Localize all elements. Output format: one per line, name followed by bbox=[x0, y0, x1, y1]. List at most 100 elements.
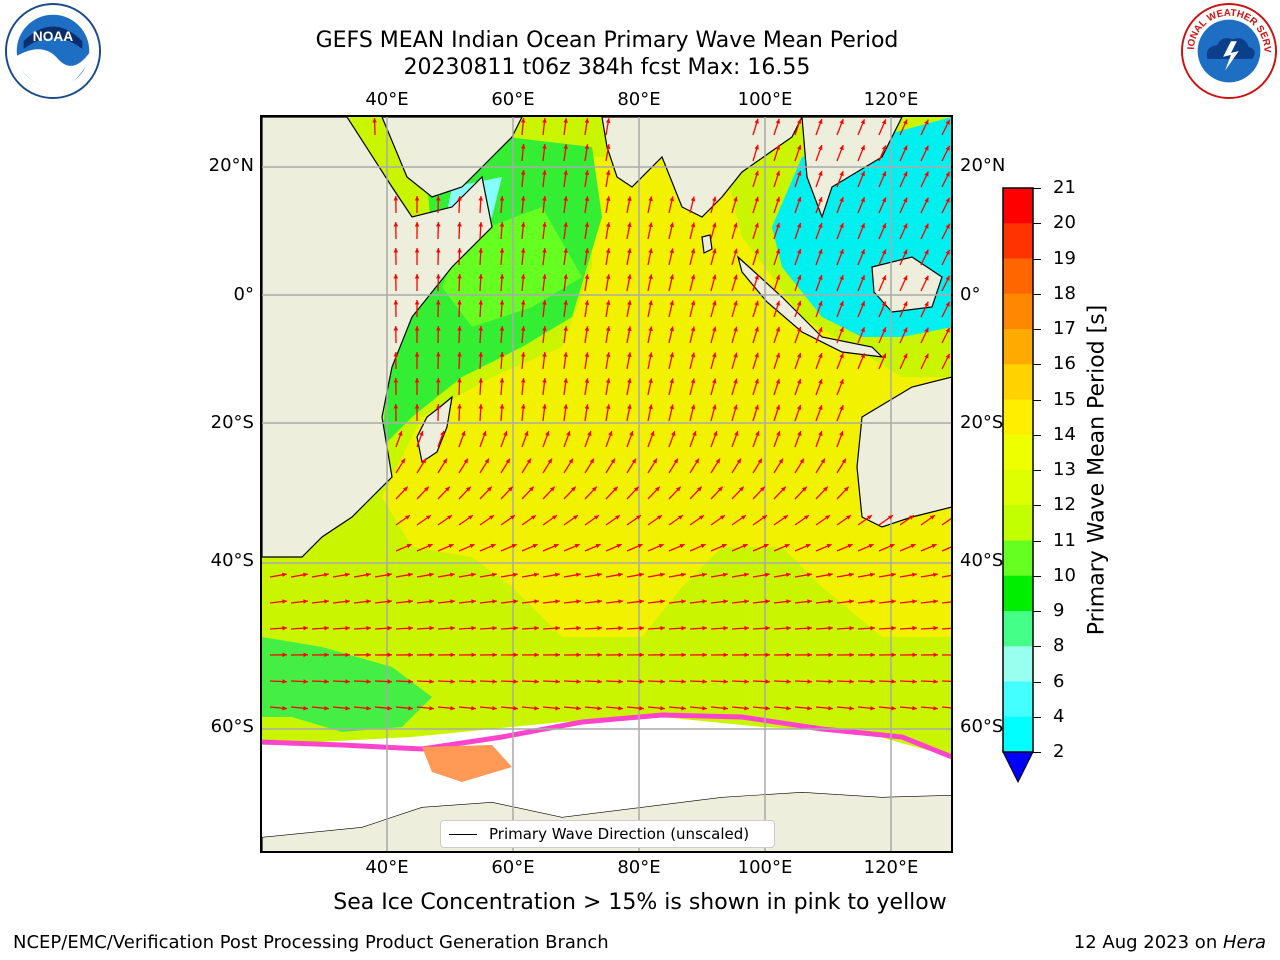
wave-arrow-head bbox=[542, 144, 547, 149]
wave-arrow-head bbox=[555, 599, 560, 604]
sea-ice-note: Sea Ice Concentration > 15% is shown in … bbox=[333, 890, 947, 915]
wave-arrow-head bbox=[436, 300, 441, 305]
right-ytick-label: 40°S bbox=[960, 550, 1004, 571]
wave-arrow-head bbox=[671, 431, 676, 436]
left-ytick-label: 40°S bbox=[210, 550, 254, 571]
wave-arrow-head bbox=[796, 274, 802, 280]
wave-arrow-head bbox=[627, 352, 632, 358]
bottom-xtick-label: 100°E bbox=[737, 857, 793, 878]
wave-arrow-head bbox=[617, 572, 623, 578]
wave-arrow-head bbox=[796, 196, 802, 202]
wave-arrow-head bbox=[652, 458, 657, 464]
wave-arrow-head bbox=[656, 515, 662, 520]
colorbar-tick-label: 13 bbox=[1053, 459, 1076, 480]
wave-arrow-head bbox=[605, 404, 611, 410]
bottom-xtick-label: 80°E bbox=[617, 857, 661, 878]
wave-arrow-head bbox=[303, 652, 308, 658]
wave-arrow-head bbox=[393, 352, 399, 357]
wave-arrow-head bbox=[478, 378, 484, 383]
wave-arrow-head bbox=[627, 404, 632, 410]
wave-arrow-head bbox=[869, 572, 875, 578]
wave-arrow-head bbox=[860, 249, 865, 255]
wave-arrow-head bbox=[393, 326, 399, 331]
wave-arrow-head bbox=[584, 118, 590, 123]
wave-arrow-head bbox=[932, 572, 938, 578]
wave-arrow-head bbox=[554, 572, 560, 578]
wave-arrow-head bbox=[754, 378, 759, 384]
wave-arrow-head bbox=[696, 486, 702, 492]
right-ytick-label: 60°S bbox=[960, 716, 1004, 737]
colorbar-tick-mark bbox=[1033, 223, 1041, 225]
wave-arrow-head bbox=[754, 144, 759, 150]
colorbar-tick-mark bbox=[1033, 540, 1041, 542]
wave-arrow-head bbox=[818, 119, 823, 125]
wave-arrow-head bbox=[584, 326, 590, 331]
wave-arrow-head bbox=[344, 572, 350, 578]
wave-arrow-head bbox=[786, 625, 791, 631]
wave-arrow-head bbox=[631, 458, 636, 464]
wave-arrow-head bbox=[933, 679, 938, 684]
wave-arrow-head bbox=[499, 300, 505, 305]
wave-arrow-head bbox=[839, 171, 844, 177]
map-canvas bbox=[262, 117, 951, 851]
wave-arrow-head bbox=[345, 652, 350, 658]
wave-arrow-head bbox=[818, 405, 823, 411]
wave-arrow-head bbox=[775, 144, 781, 150]
wave-arrow-head bbox=[482, 431, 487, 436]
wave-arrow-head bbox=[807, 679, 812, 684]
colorbar-tick-label: 10 bbox=[1053, 564, 1076, 586]
wave-arrow-head bbox=[765, 599, 770, 604]
wave-arrow-head bbox=[584, 248, 590, 253]
wave-arrow-head bbox=[528, 486, 534, 492]
wave-arrow-head bbox=[542, 222, 547, 227]
wave-arrow-head bbox=[775, 378, 781, 384]
colorbar-bin bbox=[1003, 681, 1033, 718]
wave-arrow-head bbox=[436, 326, 441, 331]
wave-arrow-head bbox=[912, 705, 917, 711]
wave-arrow-head bbox=[945, 171, 950, 177]
wave-arrow-head bbox=[324, 625, 329, 631]
wave-arrow-head bbox=[584, 170, 590, 175]
wave-arrow-head bbox=[839, 197, 844, 203]
wave-arrow-head bbox=[488, 515, 494, 520]
wave-arrow-head bbox=[555, 652, 560, 658]
wave-arrow-head bbox=[924, 119, 929, 125]
wave-arrow-head bbox=[457, 248, 462, 253]
wave-arrow-head bbox=[627, 196, 632, 202]
wave-arrow-head bbox=[393, 378, 399, 383]
wave-arrow-head bbox=[744, 625, 749, 631]
wave-arrow-head bbox=[807, 625, 812, 631]
wave-arrow-head bbox=[639, 599, 644, 604]
wave-arrow-head bbox=[366, 625, 371, 631]
wave-arrow-shaft bbox=[941, 574, 951, 578]
wave-arrow-head bbox=[484, 458, 489, 464]
wave-arrow-head bbox=[555, 625, 560, 631]
wave-arrow-head bbox=[471, 652, 476, 658]
wave-arrow-head bbox=[776, 431, 781, 436]
colorbar-tick-label: 16 bbox=[1053, 353, 1076, 375]
wave-arrow-head bbox=[542, 196, 547, 201]
wave-arrow-head bbox=[881, 197, 887, 203]
wave-arrow-head bbox=[723, 599, 728, 604]
colorbar-tick-mark bbox=[1033, 434, 1041, 436]
wave-arrow-head bbox=[414, 326, 420, 331]
wave-arrow-head bbox=[553, 543, 559, 549]
colorbar-tick-mark bbox=[1033, 611, 1041, 612]
map-panel: Primary Wave Direction (unscaled) bbox=[260, 115, 953, 853]
wave-arrow-head bbox=[595, 543, 601, 549]
wave-arrow-head bbox=[542, 352, 547, 357]
wave-arrow-shaft bbox=[941, 627, 951, 630]
wave-arrow-head bbox=[818, 249, 823, 255]
wave-arrow-head bbox=[924, 223, 929, 229]
wave-arrow-head bbox=[282, 679, 287, 684]
wave-arrow-head bbox=[796, 378, 802, 384]
wave-arrow-head bbox=[387, 625, 392, 631]
wave-arrow-head bbox=[712, 326, 717, 332]
wave-arrow-head bbox=[428, 572, 434, 578]
wave-arrow-head bbox=[742, 543, 748, 549]
wave-arrow-head bbox=[775, 404, 781, 410]
wave-arrow-head bbox=[419, 431, 424, 436]
wave-arrow-head bbox=[457, 404, 462, 409]
wave-arrow-head bbox=[945, 327, 950, 333]
wave-arrow-head bbox=[775, 326, 781, 332]
